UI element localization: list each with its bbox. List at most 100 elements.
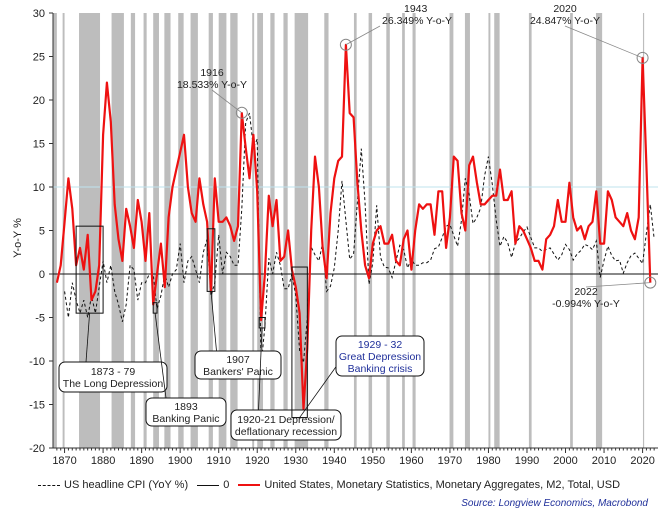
x-tick-label: 1990 [515, 455, 539, 467]
legend-swatch-zero [197, 484, 220, 486]
episode-label: Great Depression [339, 351, 421, 363]
x-tick-label: 1870 [52, 455, 76, 467]
recession-band [368, 13, 373, 448]
recession-band [488, 13, 491, 448]
m2-line [55, 43, 652, 410]
y-axis-label: Y-o-Y % [12, 218, 24, 258]
episode-label: 1873 - 79 [91, 366, 136, 378]
peak-marker [235, 106, 248, 119]
episode-label: Banking crisis [348, 363, 413, 375]
x-axis-ticks: 1870 1880 1890 1900 1910 1920 1930 1940 1950 1960… [52, 448, 655, 467]
recession-band [53, 13, 57, 448]
x-tick-label: 1930 [284, 455, 308, 467]
recession-band [412, 13, 416, 448]
episode-box [206, 228, 216, 292]
legend: US headline CPI (YoY %) 0 United States,… [38, 479, 620, 491]
episode-label: 1920-21 Depression/ [237, 414, 335, 426]
recession-band [570, 13, 573, 448]
episode-leader [210, 291, 217, 352]
peak-marker [339, 38, 352, 51]
series-lines [53, 43, 658, 410]
episode-leader [154, 313, 167, 399]
legend-label-m2: United States, Monetary Statistics, Mone… [264, 479, 621, 492]
episode-label: Banking Panic [152, 413, 219, 425]
recession-band [270, 13, 275, 448]
episode-label: 1893 [174, 401, 198, 413]
peak-value: 26.349% Y-o-Y [382, 15, 452, 27]
peak-leader [211, 89, 243, 114]
y-tick-label: -15 [29, 400, 45, 412]
recession-band [464, 13, 470, 448]
legend-label-cpi: US headline CPI (YoY %) [64, 479, 189, 492]
y-tick-label: 0 [39, 269, 45, 281]
episode-label: Bankers' Panic [203, 366, 273, 378]
episode-leader [258, 327, 263, 411]
x-tick-label: 1880 [91, 455, 115, 467]
peak-leader [585, 282, 651, 288]
legend-swatch-m2 [238, 484, 261, 487]
y-tick-label: -10 [29, 356, 45, 368]
peak-year: 1943 [404, 3, 428, 15]
x-tick-label: 1900 [168, 455, 192, 467]
source-note: Source: Longview Economics, Macrobond [461, 498, 648, 509]
x-tick-label: 1940 [322, 455, 346, 467]
x-tick-label: 2000 [553, 455, 577, 467]
legend-swatch-cpi [38, 484, 60, 486]
recession-band [642, 13, 645, 448]
recession-band [218, 13, 227, 448]
legend-label-zero: 0 [223, 479, 230, 492]
recession-band [386, 13, 390, 448]
peak-leader [345, 25, 381, 46]
cpi-line [64, 112, 655, 366]
episode-callout [194, 350, 282, 380]
recession-band [283, 13, 288, 448]
recession-band [153, 13, 159, 448]
y-tick-label: 5 [39, 226, 45, 238]
x-tick-label: 1920 [245, 455, 269, 467]
episode-callout [335, 335, 425, 377]
peak-value: 24.847% Y-o-Y [530, 15, 600, 27]
episode-label: The Long Depression [63, 378, 164, 390]
episode-leader [85, 313, 91, 363]
peak-year: 1916 [200, 67, 224, 79]
recession-band [230, 13, 238, 448]
episode-label: 1929 - 32 [358, 339, 403, 351]
y-tick-label: 30 [33, 8, 45, 20]
recession-band [402, 13, 405, 448]
peak-year: 2020 [553, 3, 577, 15]
recession-band [257, 13, 264, 448]
y-tick-label: 20 [33, 95, 45, 107]
y-tick-label: 25 [33, 52, 45, 64]
x-tick-label: 1910 [206, 455, 230, 467]
recession-band [494, 13, 500, 448]
peak-value: 18.533% Y-o-Y [177, 79, 247, 91]
recession-band [528, 13, 532, 448]
recession-band [190, 13, 198, 448]
recession-band [178, 13, 184, 448]
x-tick-label: 1950 [361, 455, 385, 467]
x-tick-label: 2020 [630, 455, 654, 467]
y-axis-ticks: 30 25 20 15 10 5 0 -5 -10 -15 -20 [29, 8, 53, 455]
episode-callout [58, 361, 168, 393]
x-tick-label: 1890 [129, 455, 153, 467]
recession-band [79, 13, 101, 448]
y-tick-label: -5 [35, 313, 45, 325]
peak-marker [636, 51, 649, 64]
x-tick-label: 2010 [592, 455, 616, 467]
recession-band [208, 13, 213, 448]
y-tick-label: 10 [33, 182, 45, 194]
peak-value: -0.994% Y-o-Y [552, 298, 620, 310]
recession-band [252, 13, 255, 448]
x-tick-label: 1980 [476, 455, 500, 467]
episode-callout [145, 397, 227, 427]
peak-year: 2022 [574, 286, 598, 298]
y-tick-label: -20 [29, 443, 45, 455]
recession-band [294, 13, 309, 448]
recession-band [324, 13, 329, 448]
recession-band [130, 13, 136, 448]
peak-leader [564, 25, 643, 59]
episode-label: deflationary recession [235, 426, 337, 438]
